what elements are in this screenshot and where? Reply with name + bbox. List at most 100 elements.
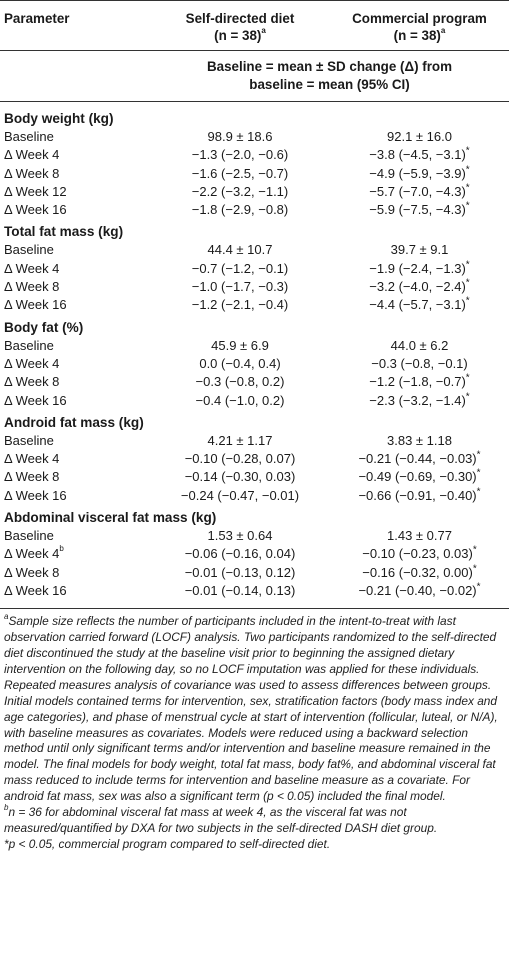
stat-description-header: Baseline = mean ± SD change (Δ) from bas…: [150, 50, 509, 102]
commercial-value: −3.2 (−4.0, −2.4)*: [369, 277, 470, 295]
table-row: Δ Week 16 −0.01 (−0.14, 0.13) −0.21 (−0.40…: [0, 582, 509, 608]
self-directed-value: −0.4 (−1.0, 0.2): [195, 392, 285, 408]
self-directed-value: −0.06 (−0.16, 0.04): [184, 546, 296, 562]
table-row: Δ Week 4 −0.7 (−1.2, −0.1) −1.9 (−2.4, −1.…: [0, 260, 509, 278]
commercial-value: 44.0 ± 6.2: [390, 337, 449, 353]
table-row: Baseline 4.21 ± 1.17 3.83 ± 1.18: [0, 432, 509, 450]
significance-marker: *: [465, 259, 470, 271]
commercial-value: −0.21 (−0.44, −0.03)*: [358, 449, 481, 467]
footnote-b: bn = 36 for abdominal visceral fat mass …: [4, 802, 438, 836]
commercial-value: 39.7 ± 9.1: [390, 242, 449, 258]
self-directed-value: 4.21 ± 1.17: [207, 432, 273, 448]
table-row: Δ Week 4 −0.10 (−0.28, 0.07) −0.21 (−0.44,…: [0, 450, 509, 468]
table-row: Δ Week 8 −0.01 (−0.13, 0.12) −0.16 (−0.32,…: [0, 564, 509, 582]
parameter-header: Parameter: [0, 0, 150, 51]
table-row: Δ Week 16 −0.24 (−0.47, −0.01) −0.66 (−0.9…: [0, 487, 509, 505]
self-directed-value: 44.4 ± 10.7: [207, 242, 273, 258]
commercial-value: −4.9 (−5.9, −3.9)*: [369, 164, 470, 181]
commercial-value: −0.49 (−0.69, −0.30)*: [358, 468, 481, 485]
commercial-value: −0.3 (−0.8, −0.1): [371, 355, 468, 371]
section-title: Android fat mass (kg): [4, 414, 144, 430]
self-directed-header: Self-directed diet (n = 38)a: [150, 0, 330, 51]
row-label: Δ Week 8: [4, 374, 60, 390]
row-label: Δ Week 16: [4, 487, 67, 503]
significance-marker: *: [472, 545, 477, 557]
footnote-significance: *p < 0.05, commercial program compared t…: [4, 836, 331, 851]
table-header: Parameter Self-directed diet (n = 38)a C…: [0, 0, 509, 102]
results-table: Parameter Self-directed diet (n = 38)a C…: [0, 0, 509, 609]
self-directed-value: 98.9 ± 18.6: [207, 129, 273, 144]
commercial-value: −0.16 (−0.32, 0.00)*: [362, 563, 477, 580]
commercial-value: −5.9 (−7.5, −4.3)*: [369, 200, 470, 218]
commercial-name: Commercial program: [352, 11, 487, 26]
self-directed-n: (n = 38)a: [214, 25, 266, 43]
significance-marker: *: [476, 581, 481, 593]
commercial-value: −0.21 (−0.40, −0.02)*: [358, 581, 481, 598]
significance-marker: *: [465, 182, 470, 194]
significance-marker: *: [476, 449, 481, 461]
self-directed-value: −2.2 (−3.2, −1.1): [191, 183, 289, 199]
self-directed-value: −1.0 (−1.7, −0.3): [191, 279, 289, 295]
significance-marker: *: [465, 164, 470, 176]
row-label: Δ Week 4: [4, 451, 60, 467]
row-label: Δ Week 4b: [4, 544, 64, 562]
row-label: Δ Week 16: [4, 297, 67, 313]
section-header: Total fat mass (kg): [0, 219, 509, 241]
significance-marker: *: [476, 486, 481, 498]
commercial-n: (n = 38)a: [393, 25, 446, 43]
commercial-value: 92.1 ± 16.0: [387, 129, 452, 144]
table-row: Δ Week 8 −0.3 (−0.8, 0.2) −1.2 (−1.8, −0.7…: [0, 373, 509, 391]
commercial-value: −5.7 (−7.0, −4.3)*: [369, 182, 470, 199]
row-label: Δ Week 16: [4, 392, 67, 408]
table-row: Baseline 45.9 ± 6.9 44.0 ± 6.2: [0, 337, 509, 355]
row-label: Δ Week 16: [4, 582, 67, 598]
self-directed-value: −1.2 (−2.1, −0.4): [191, 297, 289, 313]
section-title: Body weight (kg): [0, 101, 509, 128]
footnote-a-marker: a: [440, 25, 446, 35]
footnote-a-marker: a: [261, 25, 266, 35]
row-label: Baseline: [4, 337, 54, 353]
section-header: Abdominal visceral fat mass (kg): [0, 505, 509, 527]
row-label: Δ Week 8: [4, 165, 60, 181]
section-title: Total fat mass (kg): [4, 224, 124, 240]
table-row: Baseline 1.53 ± 0.64 1.43 ± 0.77: [0, 527, 509, 545]
table-row: Δ Week 8 −0.14 (−0.30, 0.03) −0.49 (−0.69,…: [0, 468, 509, 486]
self-directed-value: −0.3 (−0.8, 0.2): [195, 374, 285, 390]
significance-marker: *: [476, 468, 481, 480]
self-directed-value: 1.53 ± 0.64: [207, 528, 273, 544]
significance-marker: *: [472, 563, 477, 575]
row-label: Baseline: [4, 432, 54, 448]
table-row: Δ Week 4 0.0 (−0.4, 0.4) −0.3 (−0.8, −0.1): [0, 355, 509, 373]
commercial-value: −2.3 (−3.2, −1.4)*: [369, 391, 470, 408]
self-directed-name: Self-directed diet: [185, 11, 295, 26]
significance-marker: *: [465, 277, 470, 289]
commercial-value: −1.2 (−1.8, −0.7)*: [369, 372, 470, 390]
commercial-value: −0.10 (−0.23, 0.03)*: [362, 545, 477, 562]
commercial-value: −3.8 (−4.5, −3.1)*: [369, 145, 470, 163]
row-label: Δ Week 8: [4, 564, 60, 580]
commercial-value: 3.83 ± 1.18: [387, 432, 452, 448]
table-row: Δ Week 16 −1.2 (−2.1, −0.4) −4.4 (−5.7, −3…: [0, 296, 509, 314]
self-directed-value: −0.7 (−1.2, −0.1): [191, 260, 289, 276]
table-row: Δ Week 4b −0.06 (−0.16, 0.04) −0.10 (−0.23…: [0, 545, 509, 563]
self-directed-value: −0.10 (−0.28, 0.07): [184, 451, 296, 467]
row-label: Δ Week 4: [4, 147, 60, 163]
table-row: Baseline 44.4 ± 10.7 39.7 ± 9.1: [0, 241, 509, 259]
row-label: Δ Week 8: [4, 279, 60, 295]
row-label: Baseline: [4, 129, 54, 144]
self-directed-value: 45.9 ± 6.9: [211, 337, 269, 353]
self-directed-value: −1.8 (−2.9, −0.8): [191, 202, 289, 218]
table-row: Δ Week 8 −1.0 (−1.7, −0.3) −3.2 (−4.0, −2.…: [0, 278, 509, 296]
self-directed-value: −1.6 (−2.5, −0.7): [191, 165, 289, 181]
table-body: Body weight (kg) Baseline 98.9 ± 18.6 92.1 …: [0, 101, 509, 609]
row-label: Baseline: [4, 242, 54, 258]
section-header: Android fat mass (kg): [0, 410, 509, 432]
self-directed-value: −0.01 (−0.14, 0.13): [184, 582, 296, 598]
table-row: Baseline 98.9 ± 18.6 92.1 ± 16.0: [0, 128, 509, 146]
significance-marker: *: [465, 296, 470, 308]
significance-marker: *: [465, 200, 470, 212]
self-directed-value: −1.3 (−2.0, −0.6): [191, 147, 289, 163]
self-directed-value: −0.14 (−0.30, 0.03): [184, 469, 296, 485]
section-title: Abdominal visceral fat mass (kg): [4, 510, 217, 526]
